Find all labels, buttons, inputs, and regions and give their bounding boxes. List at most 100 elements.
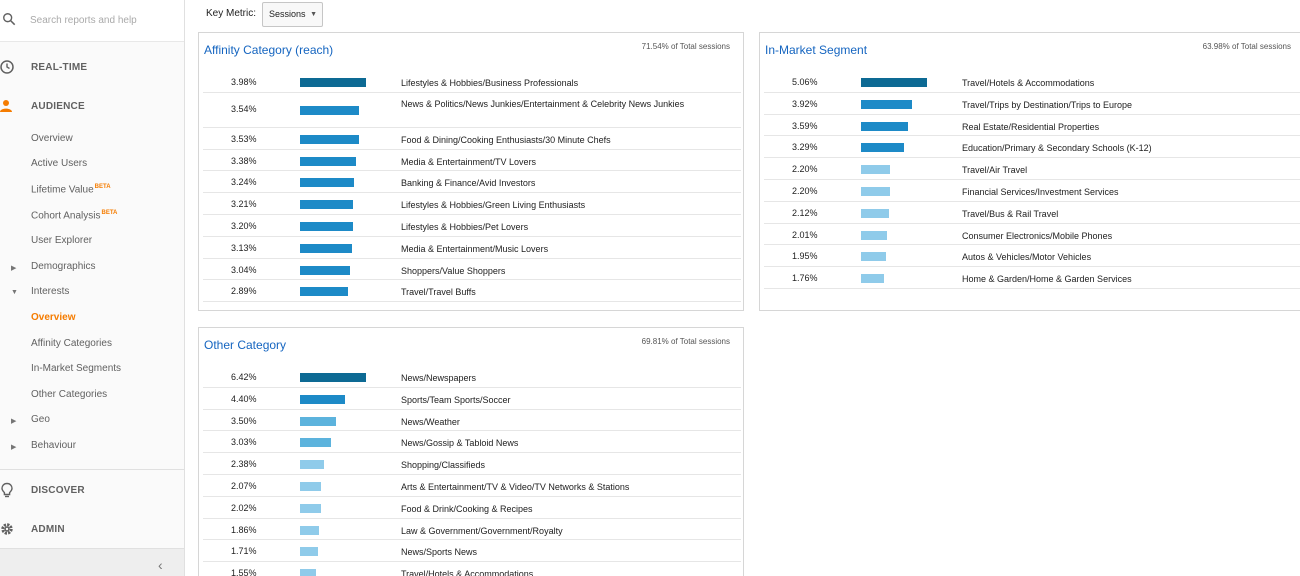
row-category[interactable]: Shopping/Classifieds — [401, 460, 486, 471]
row-percent: 3.92% — [792, 98, 818, 109]
nav-realtime[interactable]: REAL-TIME — [0, 55, 184, 79]
row-category[interactable]: Sports/Team Sports/Soccer — [401, 394, 511, 405]
row-category[interactable]: News/Sports News — [401, 547, 478, 558]
nav-behaviour[interactable]: Behaviour — [31, 440, 77, 451]
row-category[interactable]: Arts & Entertainment/TV & Video/TV Netwo… — [401, 481, 630, 492]
row-bar — [300, 265, 350, 275]
row-category[interactable]: Autos & Vehicles/Motor Vehicles — [962, 252, 1092, 263]
other-panel-title[interactable]: Other Category — [204, 338, 287, 352]
row-percent: 2.20% — [792, 185, 818, 196]
row-percent: 2.02% — [231, 502, 257, 513]
row-bar — [861, 208, 889, 218]
nav-active-users[interactable]: Active Users — [31, 158, 88, 169]
other-rows: 6.42% News/Newspapers 4.40% Sports/Team Spo… — [203, 366, 741, 576]
row-category[interactable]: Travel/Travel Buffs — [401, 287, 476, 298]
row-category[interactable]: Lifestyles & Hobbies/Business Profession… — [401, 78, 579, 88]
row-category[interactable]: Media & Entertainment/Music Lovers — [401, 243, 549, 254]
row-bar — [861, 78, 927, 87]
row-percent: 1.71% — [231, 546, 257, 557]
table-row: 3.24% Banking & Finance/Avid Investors — [203, 171, 741, 194]
row-bar — [300, 221, 353, 231]
caret-down-icon: ▼ — [310, 11, 317, 18]
row-bar — [300, 394, 345, 404]
sidebar-divider — [0, 469, 184, 470]
row-category[interactable]: Lifestyles & Hobbies/Pet Lovers — [401, 221, 529, 232]
table-row: 1.86% Law & Government/Government/Royalty — [203, 519, 741, 541]
row-category[interactable]: News/Weather — [401, 416, 460, 427]
nav-audience-label: AUDIENCE — [31, 100, 85, 112]
row-bar — [861, 274, 884, 284]
collapse-chevron-icon[interactable]: ‹ — [158, 557, 163, 573]
beta-badge: BETA — [101, 210, 118, 216]
row-percent: 3.13% — [231, 242, 257, 253]
row-category[interactable]: Financial Services/Investment Services — [962, 186, 1119, 197]
row-bar — [300, 200, 353, 210]
expand-down-icon[interactable]: ▼ — [11, 289, 18, 296]
row-category[interactable]: Travel/Bus & Rail Travel — [962, 208, 1059, 219]
row-category[interactable]: Home & Garden/Home & Garden Services — [962, 274, 1132, 285]
nav-overview[interactable]: Overview — [31, 133, 73, 144]
table-row: 1.95% Autos & Vehicles/Motor Vehicles — [764, 245, 1300, 268]
in-market-segment-panel: In-Market Segment 63.98% of Total sessio… — [759, 32, 1300, 311]
row-category[interactable]: Food & Drink/Cooking & Recipes — [401, 503, 533, 514]
row-bar — [861, 230, 887, 240]
row-category[interactable]: Education/Primary & Secondary Schools (K… — [962, 143, 1152, 154]
nav-demographics[interactable]: Demographics — [31, 261, 96, 272]
search-icon[interactable] — [2, 12, 16, 26]
row-bar — [300, 460, 324, 470]
table-row: 3.38% Media & Entertainment/TV Lovers — [203, 150, 741, 172]
nav-interests[interactable]: Interests — [31, 286, 70, 297]
expand-right-icon[interactable]: ▶ — [11, 265, 17, 272]
row-category[interactable]: Lifestyles & Hobbies/Green Living Enthus… — [401, 200, 586, 211]
row-bar — [300, 156, 356, 166]
nav-admin[interactable]: ADMIN — [0, 517, 184, 541]
row-percent: 3.29% — [792, 142, 818, 153]
row-percent: 1.95% — [792, 251, 818, 262]
key-metric-label: Key Metric: — [206, 8, 257, 19]
table-row: 1.71% News/Sports News — [203, 540, 741, 563]
row-category[interactable]: Food & Dining/Cooking Enthusiasts/30 Min… — [401, 134, 611, 145]
inmarket-rows: 5.06% Travel/Hotels & Accommodations 3.92%… — [764, 71, 1300, 289]
nav-cohort-analysis[interactable]: Cohort AnalysisBETA — [31, 210, 117, 221]
affinity-rows: 3.98% Lifestyles & Hobbies/Business Profe… — [203, 71, 741, 303]
nav-other-categories[interactable]: Other Categories — [31, 389, 108, 400]
row-category[interactable]: Travel/Trips by Destination/Trips to Eur… — [962, 99, 1133, 110]
row-category[interactable]: Shoppers/Value Shoppers — [401, 265, 506, 276]
table-row: 3.92% Travel/Trips by Destination/Trips t… — [764, 93, 1300, 115]
row-category[interactable]: Consumer Electronics/Mobile Phones — [962, 230, 1113, 241]
search-bar — [0, 0, 184, 42]
table-row: 3.29% Education/Primary & Secondary Schoo… — [764, 136, 1300, 159]
row-category[interactable]: Media & Entertainment/TV Lovers — [401, 156, 537, 167]
sidebar-footer: ‹ — [0, 548, 184, 576]
row-bar — [300, 243, 352, 253]
row-category[interactable]: Law & Government/Government/Royalty — [401, 525, 563, 536]
row-category[interactable]: News & Politics/News Junkies/Entertainme… — [401, 98, 685, 109]
nav-discover[interactable]: DISCOVER — [0, 478, 184, 502]
expand-right-icon[interactable]: ▶ — [11, 444, 17, 451]
nav-in-market-segments[interactable]: In-Market Segments — [31, 363, 122, 374]
row-category[interactable]: Banking & Finance/Avid Investors — [401, 178, 536, 189]
inmarket-panel-title[interactable]: In-Market Segment — [765, 43, 868, 57]
row-percent: 1.86% — [231, 524, 257, 535]
nav-interests-overview[interactable]: Overview — [31, 312, 76, 323]
row-category[interactable]: News/Gossip & Tabloid News — [401, 438, 519, 449]
key-metric-select[interactable]: Sessions ▼ — [262, 2, 323, 27]
search-input[interactable] — [30, 10, 180, 30]
row-category[interactable]: News/Newspapers — [401, 373, 477, 383]
table-row: 5.06% Travel/Hotels & Accommodations — [764, 71, 1300, 93]
row-category[interactable]: Real Estate/Residential Properties — [962, 121, 1100, 132]
row-category[interactable]: Travel/Air Travel — [962, 165, 1028, 176]
row-percent: 6.42% — [231, 372, 257, 382]
lightbulb-icon — [1, 482, 13, 498]
nav-affinity-categories[interactable]: Affinity Categories — [31, 338, 112, 349]
nav-audience[interactable]: AUDIENCE — [0, 94, 184, 118]
table-row: 1.55% Travel/Hotels & Accommodations — [203, 562, 741, 576]
row-bar — [300, 78, 366, 87]
expand-right-icon[interactable]: ▶ — [11, 418, 17, 425]
affinity-panel-title[interactable]: Affinity Category (reach) — [204, 43, 334, 57]
row-category[interactable]: Travel/Hotels & Accommodations — [401, 569, 534, 576]
nav-user-explorer[interactable]: User Explorer — [31, 235, 93, 246]
nav-geo[interactable]: Geo — [31, 414, 50, 425]
row-category[interactable]: Travel/Hotels & Accommodations — [962, 78, 1095, 88]
nav-lifetime-value[interactable]: Lifetime ValueBETA — [31, 184, 111, 195]
